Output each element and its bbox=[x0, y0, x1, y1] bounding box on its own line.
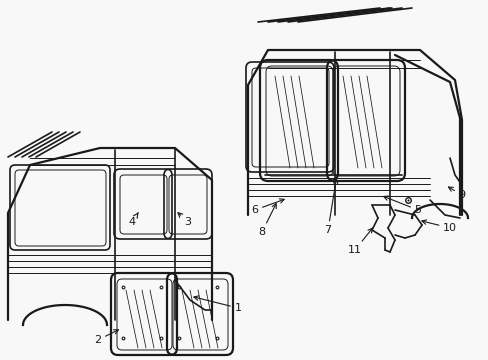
Text: 9: 9 bbox=[447, 187, 465, 200]
Text: 11: 11 bbox=[347, 228, 372, 255]
Text: 8: 8 bbox=[258, 204, 276, 237]
Text: 3: 3 bbox=[178, 213, 191, 227]
Text: 7: 7 bbox=[324, 179, 337, 235]
Text: 6: 6 bbox=[251, 199, 284, 215]
Text: 1: 1 bbox=[194, 296, 241, 313]
Text: 2: 2 bbox=[94, 330, 118, 345]
Text: 10: 10 bbox=[421, 220, 456, 233]
Text: 4: 4 bbox=[128, 213, 138, 227]
Text: 5: 5 bbox=[383, 196, 421, 215]
